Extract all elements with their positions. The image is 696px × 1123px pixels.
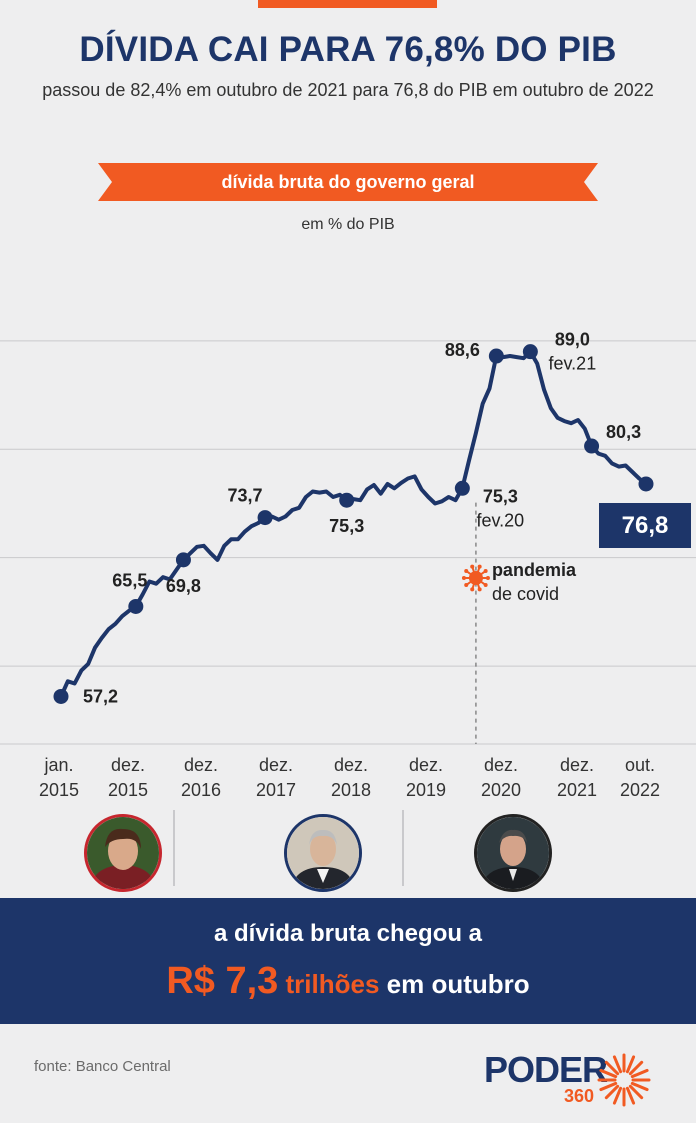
- banner-line2: R$ 7,3 trilhões em outubro: [0, 960, 696, 1003]
- x-tick-label: 2018: [331, 780, 371, 800]
- data-label: 80,3: [606, 422, 641, 442]
- virus-icon: [461, 564, 490, 592]
- x-tick-label: 2021: [557, 780, 597, 800]
- x-tick-label: dez.: [484, 755, 518, 775]
- bottom-banner: [0, 898, 696, 1024]
- x-tick-label: dez.: [409, 755, 443, 775]
- x-tick-label: 2019: [406, 780, 446, 800]
- data-label: 89,0: [555, 330, 590, 350]
- separator: [173, 810, 175, 886]
- portrait-temer-icon: [284, 814, 362, 892]
- data-sublabel: fev.21: [549, 354, 597, 374]
- x-tick-label: dez.: [334, 755, 368, 775]
- portrait-bolsonaro-icon: [474, 814, 552, 892]
- x-tick-label: 2016: [181, 780, 221, 800]
- x-tick-label: 2015: [39, 780, 79, 800]
- data-point: [128, 598, 144, 614]
- x-tick-label: 2015: [108, 780, 148, 800]
- data-sublabel: fev.20: [476, 510, 524, 530]
- data-point: [339, 492, 355, 508]
- page-title: DÍVIDA CAI PARA 76,8% DO PIB: [79, 30, 617, 69]
- data-label: 73,7: [228, 486, 263, 506]
- x-tick-label: 2020: [481, 780, 521, 800]
- banner-line1: a dívida bruta chegou a: [213, 920, 483, 947]
- event-label-line1: pandemia: [492, 560, 577, 580]
- x-tick-label: 2017: [256, 780, 296, 800]
- debt-line-chart: 57,2 65,5 69,8 73,7 75,3 75,3 fev.20 88,6 89,0 fe…: [0, 330, 696, 800]
- x-tick-label: jan.: [43, 755, 73, 775]
- banner-unit: trilhões: [285, 969, 380, 999]
- chart-ribbon: dívida bruta do governo geral: [98, 163, 598, 201]
- logo-sunburst-icon: [597, 1053, 651, 1107]
- data-point: [584, 438, 600, 454]
- data-point: [53, 688, 69, 704]
- unit-label: em % do PIB: [301, 216, 395, 233]
- page-subtitle: passou de 82,4% em outubro de 2021 para …: [42, 80, 654, 100]
- data-point: [638, 476, 654, 492]
- banner-amount: R$ 7,3: [166, 960, 279, 1002]
- data-point: [257, 510, 273, 526]
- data-point: [488, 348, 504, 364]
- logo-word: PODER: [484, 1049, 608, 1090]
- poder360-logo: PODER 360: [484, 1050, 664, 1110]
- source-note: fonte: Banco Central: [34, 1058, 171, 1075]
- top-accent-bar: [258, 0, 437, 8]
- data-point: [522, 344, 538, 360]
- data-label: 65,5: [112, 570, 147, 590]
- event-label-line2: de covid: [492, 584, 559, 604]
- logo-number: 360: [564, 1086, 595, 1106]
- data-label: 69,8: [166, 576, 201, 596]
- x-tick-label: 2022: [620, 780, 660, 800]
- banner-suffix: em outubro: [386, 969, 530, 999]
- data-point: [454, 480, 470, 496]
- x-tick-label: dez.: [560, 755, 594, 775]
- portrait-dilma-icon: [84, 814, 162, 892]
- data-point: [175, 552, 191, 568]
- ribbon-shape: [98, 163, 598, 201]
- ribbon-label: dívida bruta do governo geral: [221, 172, 475, 192]
- x-tick-label: dez.: [184, 755, 218, 775]
- data-label: 75,3: [329, 516, 364, 536]
- x-tick-label: out.: [625, 755, 655, 775]
- x-tick-label: dez.: [259, 755, 293, 775]
- separator: [402, 810, 404, 886]
- data-label: 75,3: [483, 486, 518, 506]
- last-value-badge: 76,8: [599, 503, 691, 548]
- x-tick-label: dez.: [111, 755, 145, 775]
- data-label: 88,6: [445, 340, 480, 360]
- data-label: 57,2: [83, 686, 118, 706]
